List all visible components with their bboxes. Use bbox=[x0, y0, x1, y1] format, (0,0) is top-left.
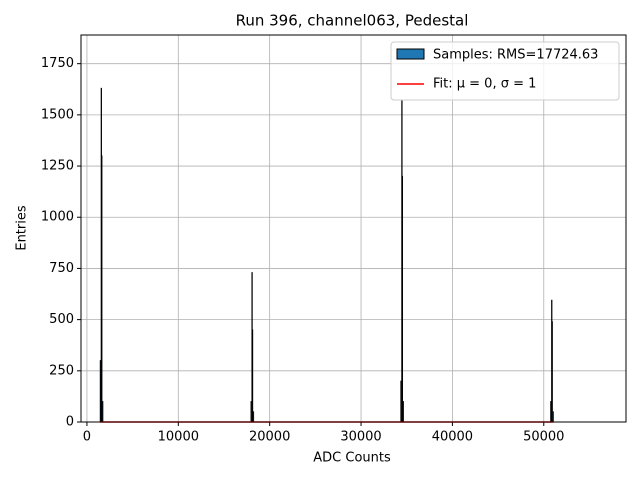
y-tick-label: 0 bbox=[66, 415, 74, 430]
y-tick-label: 750 bbox=[49, 261, 74, 276]
legend-label: Samples: RMS=17724.63 bbox=[433, 48, 598, 63]
y-tick-label: 1750 bbox=[41, 56, 74, 71]
y-tick-label: 1500 bbox=[41, 107, 74, 122]
histogram-bar bbox=[403, 402, 404, 422]
chart-title: Run 396, channel063, Pedestal bbox=[236, 12, 469, 30]
legend-swatch bbox=[397, 49, 424, 59]
x-tick-label: 50000 bbox=[523, 430, 564, 445]
y-tick-label: 1000 bbox=[41, 210, 74, 225]
x-tick-label: 40000 bbox=[432, 430, 473, 445]
x-tick-label: 10000 bbox=[158, 430, 199, 445]
histogram-bar bbox=[102, 402, 103, 422]
y-axis-label: Entries bbox=[15, 205, 30, 251]
x-axis-label: ADC Counts bbox=[313, 451, 391, 466]
x-tick-label: 30000 bbox=[340, 430, 381, 445]
x-tick-label: 20000 bbox=[249, 430, 290, 445]
y-tick-label: 250 bbox=[49, 363, 74, 378]
x-tick-label: 0 bbox=[83, 430, 91, 445]
histogram-bar bbox=[253, 412, 254, 422]
legend-label: Fit: μ = 0, σ = 1 bbox=[433, 77, 536, 92]
y-tick-label: 500 bbox=[49, 312, 74, 327]
histogram-bar bbox=[552, 412, 553, 422]
y-tick-label: 1250 bbox=[41, 159, 74, 174]
